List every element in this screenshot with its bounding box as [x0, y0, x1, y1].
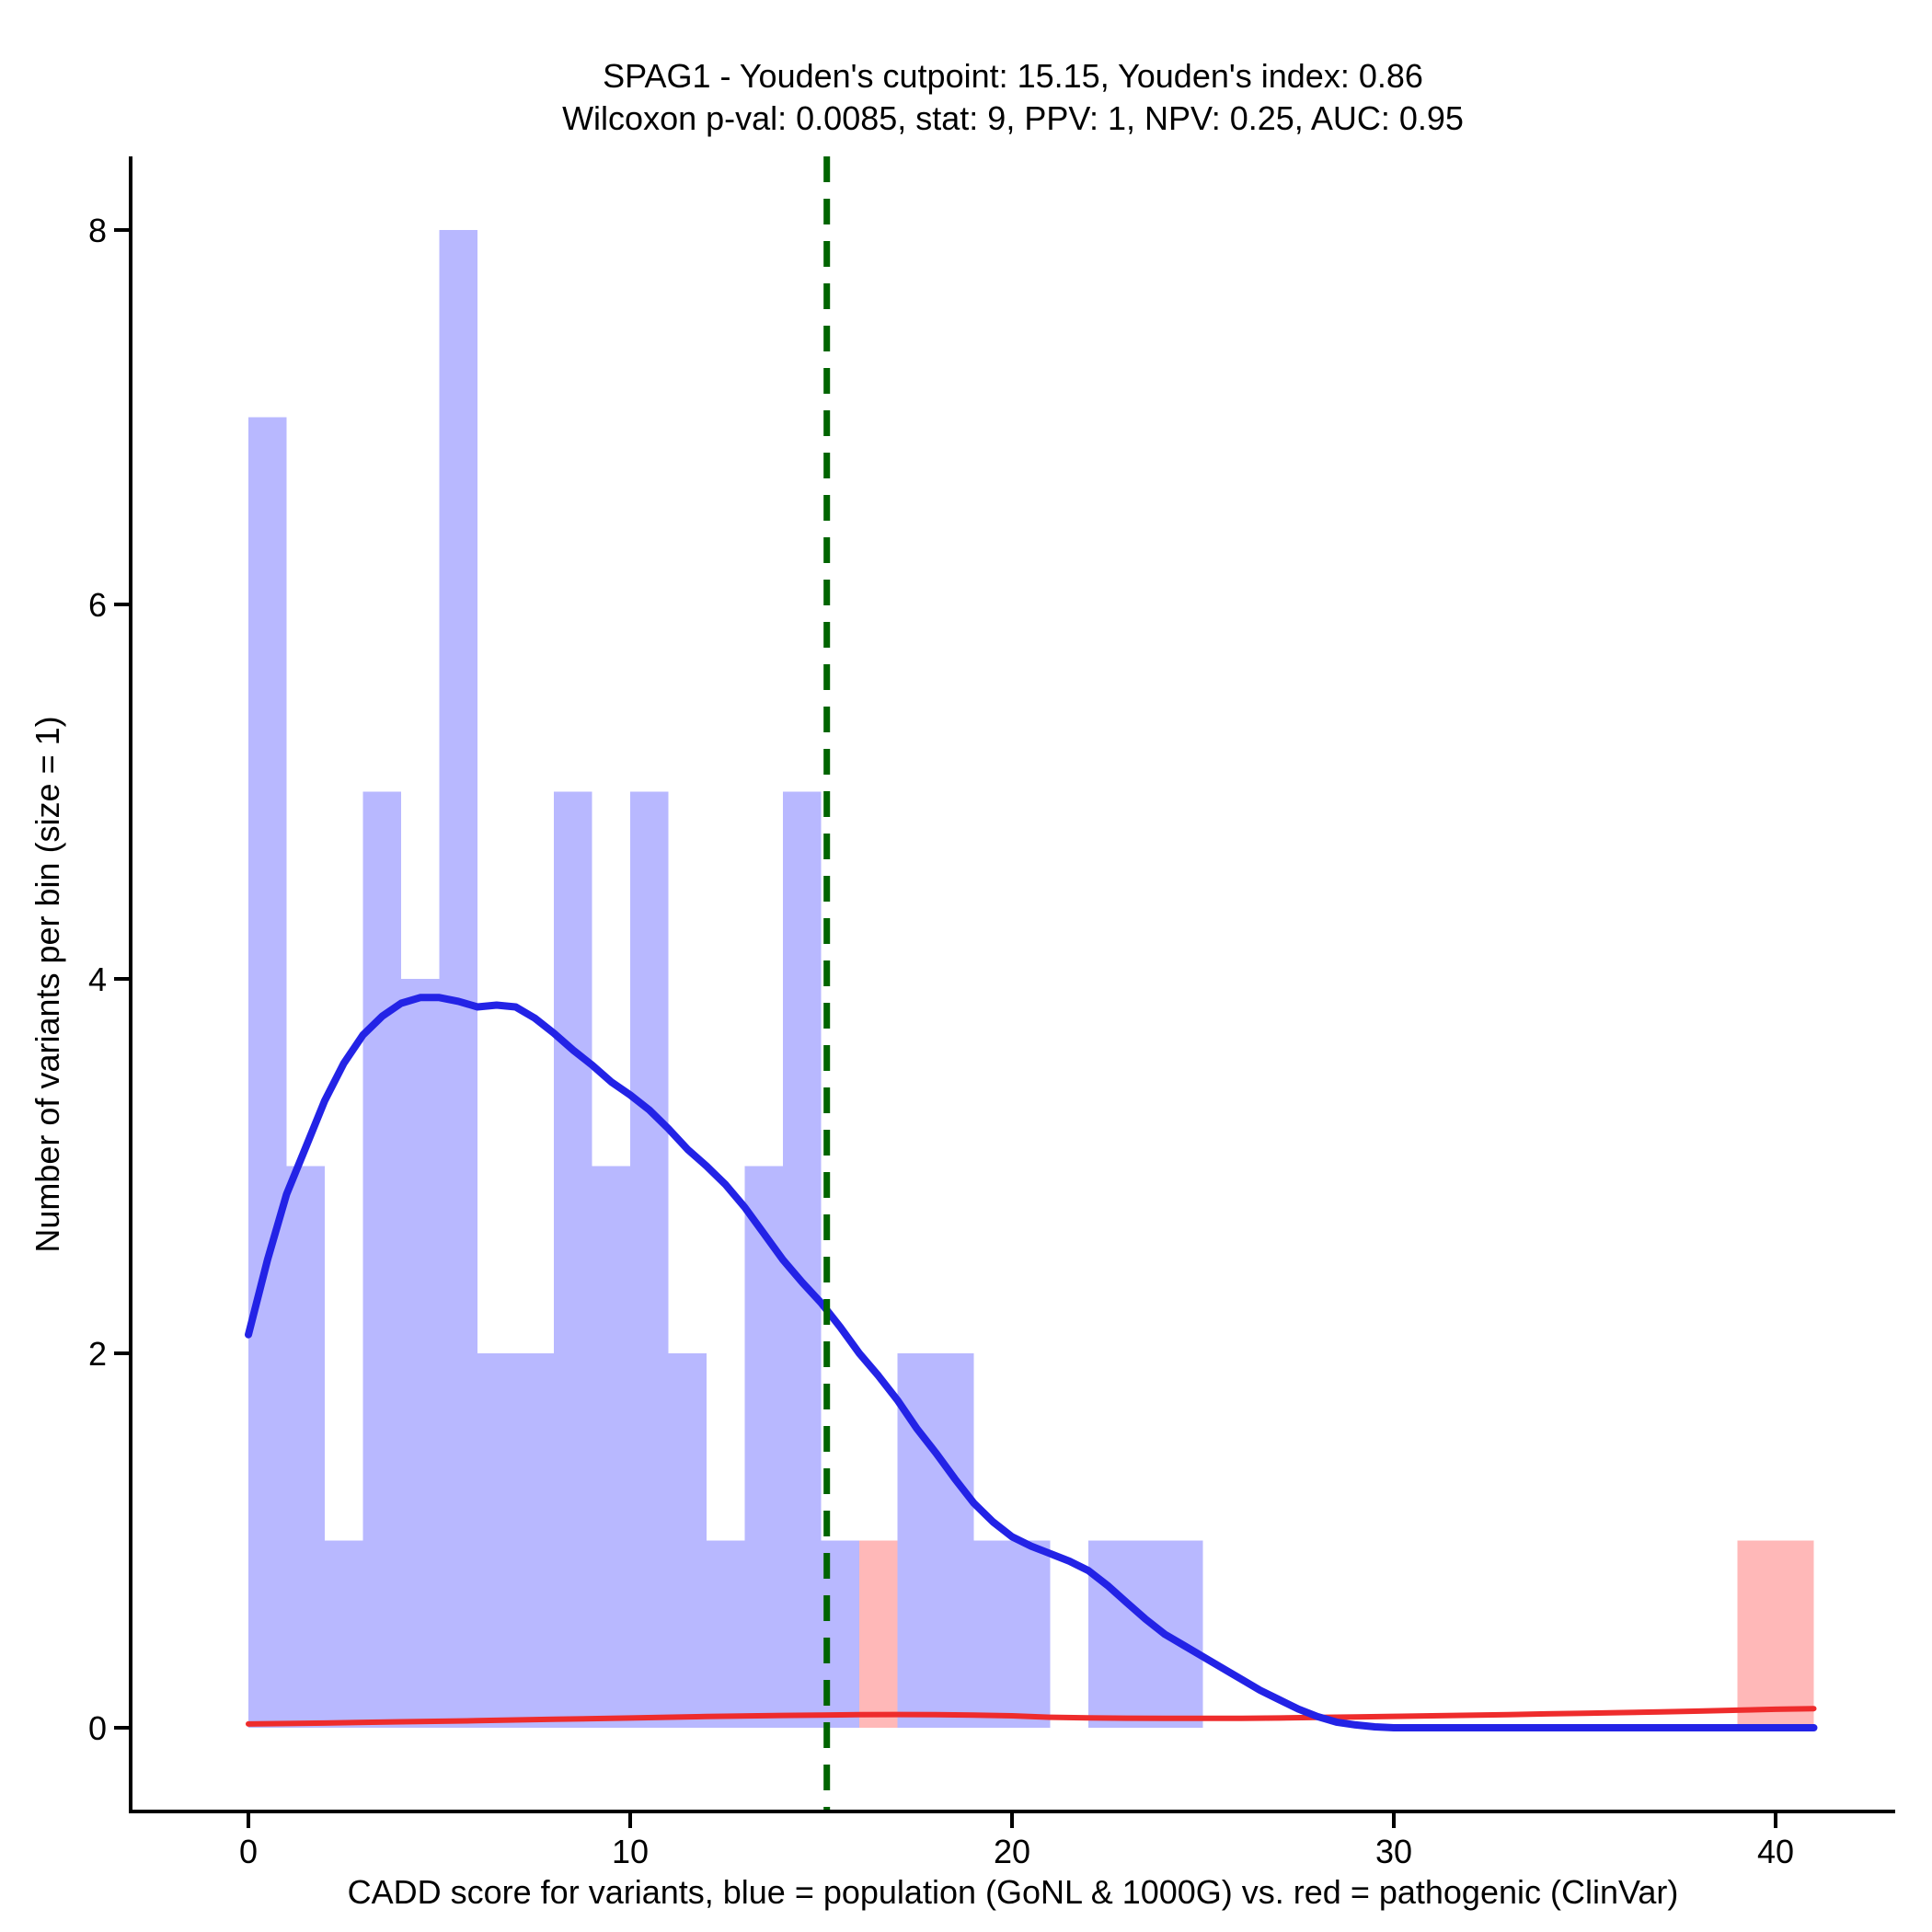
y-tick-label: 4 [88, 960, 107, 998]
density-curve-blue [245, 994, 1818, 1731]
histogram-bar-blue [515, 1353, 554, 1728]
density-curve-red [246, 1706, 1817, 1727]
histogram-bar-blue [592, 1166, 630, 1728]
chart-title-line1: SPAG1 - Youden's cutpoint: 15.15, Youden… [603, 57, 1423, 95]
histogram-bar-blue [286, 1166, 325, 1728]
x-axis-label: CADD score for variants, blue = populati… [347, 1873, 1679, 1911]
y-axis-label: Number of variants per bin (size = 1) [29, 716, 66, 1253]
x-tick-label: 30 [1375, 1833, 1412, 1870]
x-tick-label: 40 [1757, 1833, 1794, 1870]
x-tick-label: 20 [994, 1833, 1030, 1870]
y-tick-label: 8 [88, 212, 107, 249]
histogram-bar-blue [973, 1540, 1012, 1728]
histogram-bar-blue [1126, 1540, 1165, 1728]
histogram-bar-red [1737, 1540, 1776, 1728]
x-tick-label: 0 [239, 1833, 258, 1870]
histogram-bar-blue [477, 1353, 516, 1728]
histogram-bar-blue [362, 791, 401, 1728]
chart-title: SPAG1 - Youden's cutpoint: 15.15, Youden… [131, 55, 1895, 140]
y-tick-label: 2 [88, 1335, 107, 1373]
histogram-bar-blue [248, 417, 287, 1728]
histogram-bar-blue [744, 1166, 783, 1728]
histogram-bar-blue [554, 791, 592, 1728]
histogram-bar-blue [439, 230, 477, 1728]
x-tick-label: 10 [612, 1833, 649, 1870]
y-tick-label: 0 [88, 1709, 107, 1747]
histogram-bar-blue [1012, 1540, 1051, 1728]
histogram-bar-blue [1088, 1540, 1127, 1728]
histogram-bar-blue [936, 1353, 974, 1728]
chart-title-line2: Wilcoxon p-val: 0.0085, stat: 9, PPV: 1,… [562, 99, 1464, 138]
histogram-bar-blue [325, 1540, 363, 1728]
histogram-bar-blue [707, 1540, 745, 1728]
histogram-bar-blue [783, 791, 822, 1728]
histogram-bar-blue [668, 1353, 707, 1728]
histogram-bar-red [859, 1540, 898, 1728]
histogram-bar-blue [401, 979, 440, 1728]
y-tick-label: 6 [88, 586, 107, 624]
histogram-bar-red [1776, 1540, 1814, 1728]
histogram-bar-blue [630, 791, 669, 1728]
